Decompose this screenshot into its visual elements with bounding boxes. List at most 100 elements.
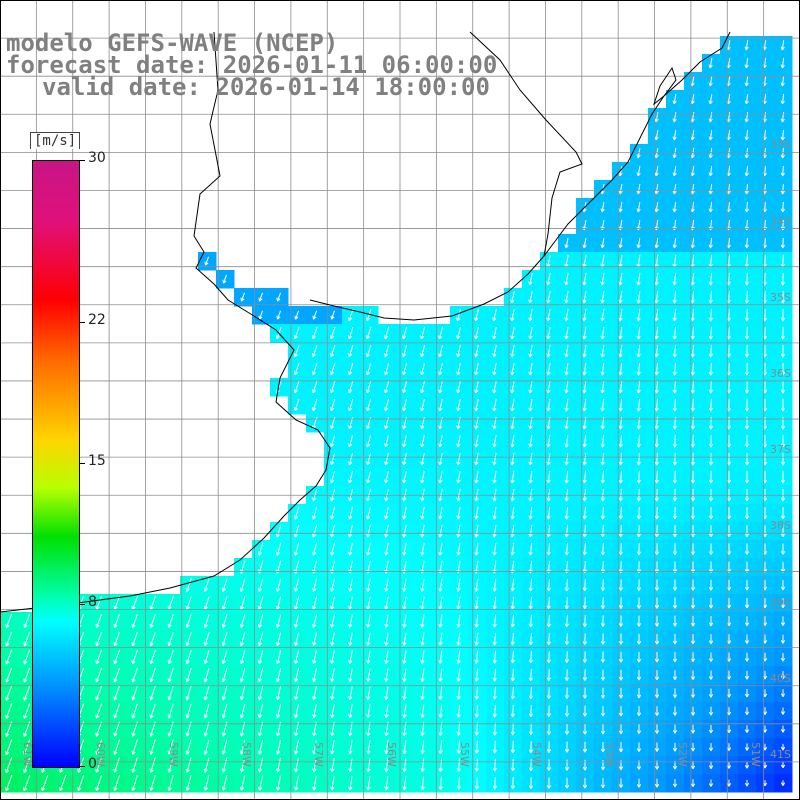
- wind-speed-field: [0, 36, 793, 793]
- wind-arrow: [564, 452, 569, 466]
- wind-arrow: [672, 434, 677, 448]
- wind-arrow: [618, 470, 623, 484]
- wind-arrow: [744, 670, 750, 680]
- wind-arrow: [564, 615, 569, 628]
- wind-arrow: [330, 506, 336, 520]
- wind-arrow: [239, 596, 246, 610]
- wind-arrow: [239, 775, 246, 791]
- wind-arrow: [780, 743, 786, 751]
- wind-arrow: [366, 398, 372, 412]
- wind-arrow: [95, 685, 103, 701]
- wind-arrow: [312, 668, 317, 683]
- wind-arrow: [546, 579, 551, 592]
- wind-arrow: [167, 596, 174, 610]
- latitude-label: 37S: [770, 443, 791, 457]
- wind-arrow: [654, 579, 660, 591]
- wind-arrow: [402, 506, 407, 520]
- wind-arrow: [744, 579, 750, 591]
- wind-arrow: [330, 722, 335, 737]
- wind-arrow: [744, 779, 750, 787]
- wind-arrow: [546, 723, 552, 735]
- wind-arrow: [456, 470, 461, 484]
- wind-arrow: [348, 506, 354, 520]
- wind-arrow: [348, 668, 353, 682]
- wind-arrow: [600, 741, 606, 753]
- wind-arrow: [348, 398, 354, 412]
- wind-arrow: [276, 739, 281, 755]
- wind-arrow: [618, 525, 623, 538]
- wind-arrow: [402, 758, 407, 773]
- wind-arrow: [618, 362, 623, 376]
- wind-arrow: [528, 290, 533, 304]
- wind-arrow: [744, 93, 749, 105]
- wind-arrow: [744, 525, 750, 537]
- wind-arrow: [780, 725, 786, 733]
- wind-arrow: [654, 398, 659, 412]
- wind-arrow: [690, 724, 696, 734]
- wind-arrow: [708, 597, 714, 609]
- wind-arrow: [113, 703, 120, 719]
- wind-arrow: [744, 707, 750, 716]
- wind-arrow: [708, 706, 714, 716]
- wind-arrow: [546, 615, 551, 628]
- wind-arrow: [347, 327, 354, 340]
- wind-arrow: [257, 632, 264, 646]
- wind-arrow: [438, 380, 443, 394]
- wind-arrow: [708, 670, 714, 680]
- longitude-label: 60W: [94, 742, 108, 767]
- wind-arrow: [221, 596, 228, 610]
- wind-arrow: [690, 507, 696, 520]
- wind-arrow: [528, 741, 534, 754]
- wind-arrow: [474, 704, 479, 718]
- wind-arrow: [564, 272, 569, 286]
- wind-arrow: [618, 308, 623, 322]
- wind-arrow: [203, 614, 210, 628]
- wind-arrow: [185, 667, 192, 683]
- wind-arrow: [456, 398, 461, 412]
- wind-arrow: [474, 632, 479, 646]
- wind-arrow: [293, 542, 300, 556]
- wind-arrow: [654, 615, 660, 627]
- wind-arrow: [294, 632, 300, 646]
- wind-arrow: [257, 650, 264, 665]
- wind-arrow: [654, 129, 659, 141]
- wind-arrow: [239, 685, 246, 701]
- wind-arrow: [654, 724, 660, 734]
- wind-arrow: [744, 743, 750, 751]
- wind-arrow: [5, 667, 13, 683]
- wind-arrow: [780, 452, 786, 466]
- wind-arrow: [780, 470, 786, 484]
- wind-arrow: [293, 327, 300, 340]
- wind-arrow: [582, 651, 588, 663]
- wind-arrow: [690, 470, 696, 484]
- wind-arrow: [257, 703, 264, 719]
- wind-arrow: [546, 633, 551, 646]
- wind-arrow: [5, 739, 13, 756]
- wind-arrow: [402, 578, 407, 592]
- wind-arrow: [528, 506, 533, 520]
- wind-arrow: [185, 596, 192, 610]
- wind-arrow: [600, 633, 606, 645]
- wind-arrow: [672, 165, 677, 177]
- wind-arrow: [672, 290, 677, 304]
- wind-arrow: [618, 237, 623, 249]
- wind-arrow: [528, 596, 533, 610]
- wind-arrow: [293, 524, 300, 538]
- wind-arrow: [582, 452, 587, 466]
- wind-arrow: [708, 652, 714, 662]
- wind-arrow: [510, 308, 515, 322]
- wind-arrow: [690, 670, 696, 680]
- wind-arrow: [672, 652, 678, 663]
- wind-arrow: [654, 326, 659, 340]
- wind-arrow: [636, 183, 641, 195]
- wind-arrow: [366, 775, 371, 791]
- wind-arrow: [330, 775, 335, 791]
- wind-arrow: [474, 380, 479, 394]
- wind-arrow: [366, 686, 371, 701]
- wind-arrow: [654, 308, 659, 322]
- wind-arrow: [528, 398, 533, 412]
- wind-arrow: [708, 111, 713, 123]
- wind-arrow: [744, 165, 749, 177]
- wind-arrow: [474, 542, 479, 556]
- wind-arrow: [239, 632, 246, 647]
